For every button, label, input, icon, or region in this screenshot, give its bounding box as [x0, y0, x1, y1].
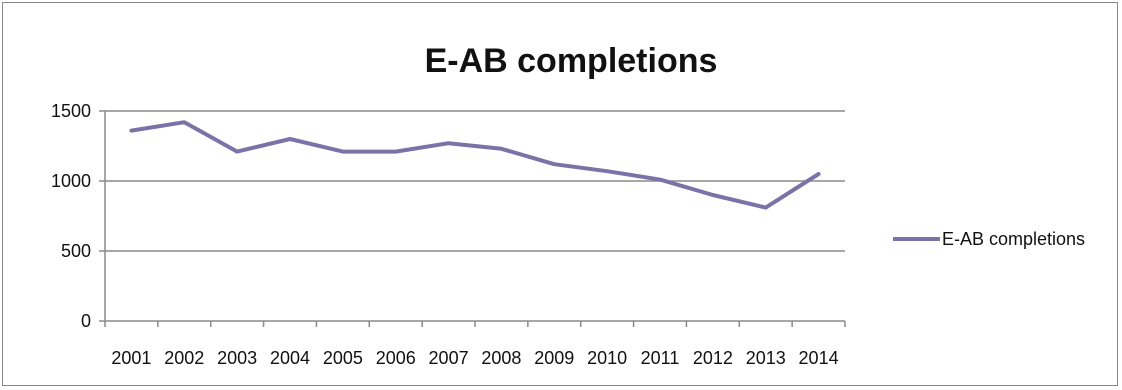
x-tick-label: 2010: [587, 348, 627, 368]
series-line: [129, 120, 821, 210]
y-tick-label: 1500: [51, 101, 91, 121]
x-tick-label: 2009: [534, 348, 574, 368]
x-tick-label: 2003: [217, 348, 257, 368]
x-tick-label: 2014: [799, 348, 839, 368]
x-tick-label: 2001: [111, 348, 151, 368]
x-tick-labels: 2001 2002 2003 2004 2005 2006 2007 2008 2009 2010…: [111, 348, 838, 368]
x-tick-label: 2007: [429, 348, 469, 368]
grid-lines: [105, 110, 845, 252]
y-tick-label: 500: [61, 241, 91, 261]
x-tick-label: 2013: [746, 348, 786, 368]
x-tick-label: 2012: [693, 348, 733, 368]
y-tick-label: 1000: [51, 171, 91, 191]
series-lines: [129, 120, 821, 210]
chart-frame: [2, 2, 1118, 386]
legend-label: E-AB completions: [942, 229, 1085, 249]
y-tick-label: 0: [81, 311, 91, 331]
y-tick-labels: 0 500 1000 1500: [51, 101, 91, 331]
x-tick-label: 2011: [641, 348, 680, 368]
x-tick-label: 2004: [270, 348, 310, 368]
x-tick-label: 2005: [323, 348, 363, 368]
x-tick-label: 2006: [376, 348, 416, 368]
x-tick-label: 2002: [164, 348, 204, 368]
x-tick-label: 2008: [481, 348, 521, 368]
legend: E-AB completions: [893, 229, 1085, 249]
axes: [99, 110, 846, 327]
chart-title: E-AB completions: [425, 42, 718, 80]
